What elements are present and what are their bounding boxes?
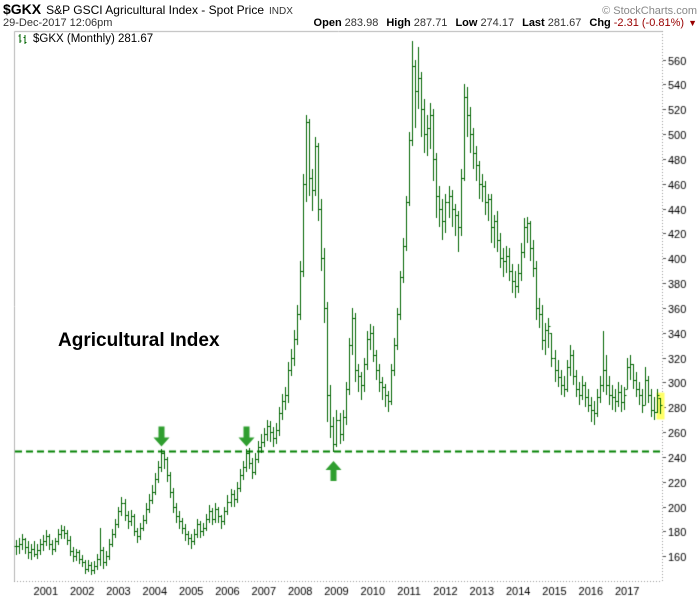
header-row-title: $GKX S&P GSCI Agricultural Index - Spot …: [0, 1, 700, 17]
chg-value: -2.31 (-0.81%): [613, 17, 685, 29]
last-label: Last: [522, 17, 545, 29]
legend-text: $GKX (Monthly) 281.67: [33, 33, 154, 45]
quote-datetime: 29-Dec-2017 12:06pm: [3, 17, 113, 29]
chg-label: Chg: [589, 17, 611, 29]
quote-stats: Open 283.98 High 287.71 Low 274.17 Last 281.…: [314, 17, 697, 29]
low-label: Low: [455, 17, 478, 29]
open-label: Open: [313, 17, 342, 29]
high-label: High: [386, 17, 411, 29]
high-value: 287.71: [413, 17, 448, 29]
chart-legend: $GKX (Monthly) 281.67: [17, 33, 153, 45]
triangle-down-icon: ▼: [688, 18, 697, 28]
header-row-quote: 29-Dec-2017 12:06pm Open 283.98 High 287.7…: [0, 17, 700, 29]
ticker-symbol: $GKX: [3, 1, 42, 17]
exchange-label: INDX: [269, 6, 293, 17]
chart-annotation-label: Agricultural Index: [58, 330, 220, 351]
chart-header: $GKX S&P GSCI Agricultural Index - Spot …: [0, 0, 700, 29]
copyright: © StockCharts.com: [602, 5, 697, 17]
candlestick-icon: [17, 33, 29, 45]
last-value: 281.67: [547, 17, 582, 29]
low-value: 274.17: [480, 17, 515, 29]
index-title: S&P GSCI Agricultural Index - Spot Price: [46, 3, 264, 17]
open-value: 283.98: [344, 17, 379, 29]
